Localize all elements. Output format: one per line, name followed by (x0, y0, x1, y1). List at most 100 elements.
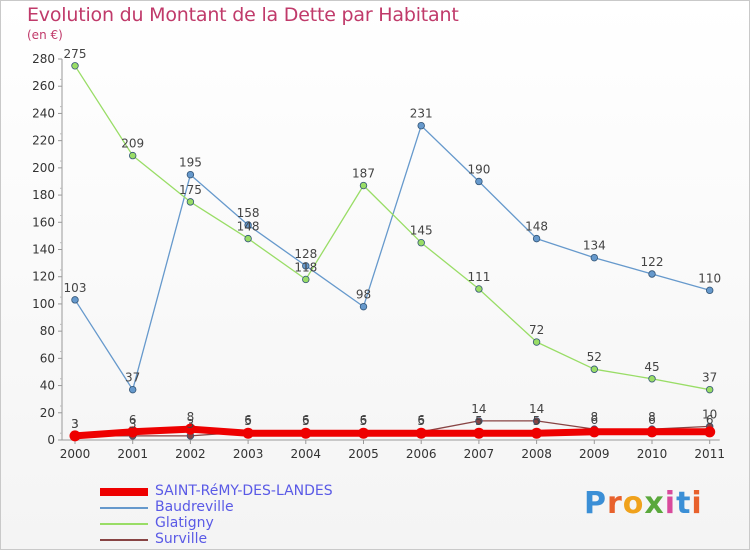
x-tick-label: 2004 (291, 447, 322, 461)
legend-label-saint-remy: SAINT-RéMY-DES-LANDES (155, 483, 333, 499)
x-tick-label: 2002 (175, 447, 206, 461)
logo-letter: x (644, 486, 665, 521)
data-point (71, 296, 79, 304)
legend-item-surville: Surville (100, 531, 400, 548)
legend-swatch-glatigny (100, 523, 148, 525)
legend-item-baudreville: Baudreville (100, 499, 400, 516)
data-label: 6 (648, 413, 656, 427)
legend-swatch-saint-remy (100, 488, 148, 496)
data-point (69, 430, 81, 442)
legend-swatch-baudreville (100, 507, 148, 509)
legend-item-saint-remy: SAINT-RéMY-DES-LANDES (100, 483, 400, 500)
data-point (128, 151, 137, 160)
data-label: 118 (294, 260, 317, 274)
series-glatigny (71, 62, 714, 394)
series-saint-r-my-des-landes (69, 423, 716, 442)
x-tick-label: 2001 (117, 447, 148, 461)
data-label: 37 (125, 371, 140, 385)
data-point (358, 427, 369, 439)
data-point (532, 417, 541, 425)
data-label: 3 (187, 417, 195, 431)
data-point (473, 427, 485, 439)
data-point (590, 253, 598, 262)
data-point (71, 62, 79, 70)
data-label: 6 (244, 413, 252, 427)
data-point (704, 426, 716, 438)
data-label: 6 (129, 413, 137, 427)
data-label: 111 (467, 270, 490, 284)
data-point (128, 385, 137, 394)
logo-letter: o (622, 486, 645, 521)
data-point (417, 121, 425, 130)
data-label: 3 (129, 417, 137, 431)
data-point (531, 427, 543, 439)
data-label: 158 (237, 206, 260, 220)
data-label: 14 (529, 402, 544, 416)
y-tick-label: 200 (32, 161, 55, 175)
chart-unit-label: (en €) (27, 28, 63, 42)
data-label: 275 (64, 47, 87, 61)
data-label: 195 (179, 156, 202, 170)
series-glatigny-line (74, 65, 711, 391)
series-saint-r-my-des-landes-line (71, 425, 714, 440)
data-label: 5 (475, 414, 483, 428)
data-label: 5 (302, 414, 310, 428)
x-tick-label: 2010 (637, 447, 668, 461)
data-point (646, 426, 658, 438)
data-point (475, 177, 483, 186)
data-point (184, 423, 196, 435)
data-label: 6 (302, 413, 310, 427)
data-point (532, 234, 541, 243)
data-label: 72 (529, 323, 544, 337)
y-tick-label: 240 (32, 106, 55, 120)
data-label: 8 (590, 410, 598, 424)
x-tick-label: 2005 (348, 447, 379, 461)
data-label: 145 (410, 224, 433, 238)
data-label: 98 (356, 288, 371, 302)
proxiti-logo: Proxiti (584, 486, 703, 521)
y-tick-label: 0 (47, 433, 55, 447)
data-label: 190 (467, 162, 490, 176)
data-point (242, 427, 254, 439)
data-point (475, 285, 483, 293)
data-label: 3 (71, 417, 79, 431)
y-tick-label: 40 (40, 379, 55, 393)
x-tick-label: 2007 (464, 447, 495, 461)
y-tick-label: 140 (32, 243, 55, 257)
data-label: 128 (294, 247, 317, 261)
legend-label-glatigny: Glatigny (155, 515, 214, 531)
y-tick-label: 220 (32, 134, 55, 148)
data-point (302, 262, 310, 270)
data-label: 10 (702, 407, 717, 421)
data-point (706, 385, 714, 394)
logo-letter: i (691, 486, 703, 521)
data-label: 122 (641, 255, 664, 269)
y-tick-label: 160 (32, 215, 55, 229)
logo-letter: i (664, 486, 677, 521)
logo-letter: P (584, 486, 607, 521)
legend-item-glatigny: Glatigny (100, 515, 400, 532)
data-point (127, 426, 139, 438)
data-label: 5 (533, 414, 541, 428)
data-label: 45 (644, 360, 659, 374)
data-point (244, 234, 252, 243)
x-tick-label: 2000 (60, 447, 91, 461)
data-label: 14 (471, 402, 486, 416)
logo-letter: r (607, 486, 623, 521)
data-label: 148 (525, 220, 548, 234)
data-label: 5 (417, 414, 425, 428)
y-tick-label: 180 (32, 188, 55, 202)
chart-title: Evolution du Montant de la Dette par Hab… (27, 4, 459, 26)
data-point (648, 270, 656, 278)
data-label: 175 (179, 183, 202, 197)
data-label: 37 (702, 371, 717, 385)
data-label: 3 (71, 417, 79, 431)
data-point (417, 238, 425, 247)
y-tick-label: 60 (40, 351, 55, 365)
data-point (475, 417, 483, 425)
data-label: 134 (583, 239, 606, 253)
y-tick-label: 280 (32, 52, 55, 66)
data-point (648, 375, 656, 383)
data-point (244, 221, 252, 229)
